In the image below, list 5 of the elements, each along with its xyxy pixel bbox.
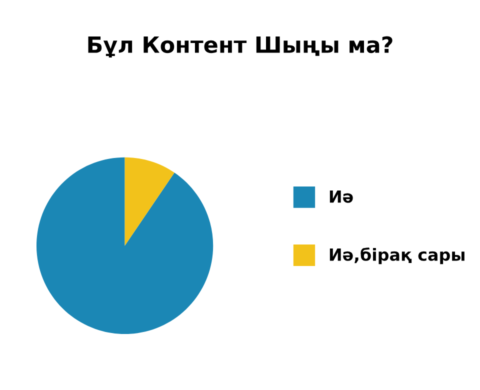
chart-title: Бұл Контент Шыңы ма? bbox=[88, 36, 392, 58]
legend-label: Иә bbox=[330, 190, 353, 203]
legend-label: Иә,бірақ сары bbox=[330, 247, 464, 264]
pie-slice bbox=[36, 157, 214, 334]
pie-slice bbox=[124, 157, 174, 246]
